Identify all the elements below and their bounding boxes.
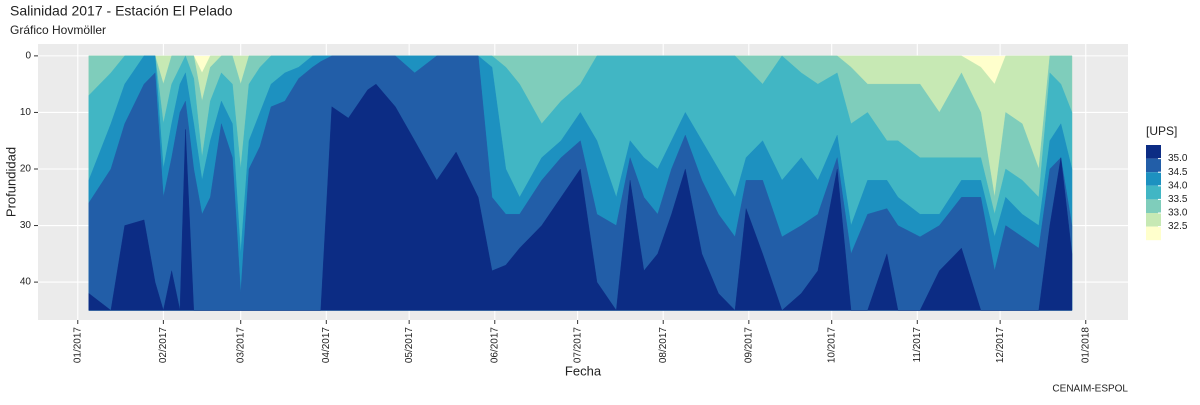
y-tick-label: 40 bbox=[20, 277, 32, 288]
legend-label: 32.5 bbox=[1168, 221, 1188, 232]
caption: CENAIM-ESPOL bbox=[1052, 384, 1128, 395]
y-tick-label: 20 bbox=[20, 164, 32, 175]
legend-key bbox=[1146, 158, 1161, 173]
x-tick-label: 05/2017 bbox=[404, 327, 415, 364]
y-axis-title: Profundidad bbox=[3, 147, 18, 217]
x-tick-label: 12/2017 bbox=[995, 327, 1006, 364]
x-tick-label: 06/2017 bbox=[489, 327, 500, 364]
x-tick-label: 11/2017 bbox=[912, 327, 923, 363]
legend-key bbox=[1146, 185, 1161, 200]
legend-label: 35.0 bbox=[1168, 153, 1188, 164]
y-tick-label: 10 bbox=[20, 107, 32, 118]
x-tick-label: 10/2017 bbox=[826, 327, 837, 364]
legend-label: 34.5 bbox=[1168, 167, 1188, 178]
y-tick-label: 0 bbox=[25, 51, 31, 62]
legend-label: 33.0 bbox=[1168, 208, 1188, 219]
chart-subtitle: Gráfico Hovmöller bbox=[10, 23, 106, 37]
x-tick-label: 01/2017 bbox=[72, 327, 83, 364]
x-tick-label: 08/2017 bbox=[658, 327, 669, 364]
legend-label: 33.5 bbox=[1168, 194, 1188, 205]
legend-key bbox=[1146, 226, 1161, 241]
legend-title: [UPS] bbox=[1146, 124, 1177, 138]
x-tick-label: 01/2018 bbox=[1080, 327, 1091, 364]
chart-title: Salinidad 2017 - Estación El Pelado bbox=[10, 3, 233, 19]
legend-key bbox=[1146, 145, 1161, 159]
y-tick-label: 30 bbox=[20, 220, 32, 231]
salinity-band bbox=[88, 83, 1073, 311]
x-tick-label: 02/2017 bbox=[158, 327, 169, 364]
legend-label: 34.0 bbox=[1168, 180, 1188, 191]
x-axis-title: Fecha bbox=[565, 363, 602, 378]
x-tick-label: 09/2017 bbox=[743, 327, 754, 364]
legend-key bbox=[1146, 213, 1161, 227]
x-tick-label: 04/2017 bbox=[321, 327, 332, 364]
x-tick-label: 07/2017 bbox=[572, 327, 583, 364]
legend-key bbox=[1146, 199, 1161, 213]
x-tick-label: 03/2017 bbox=[235, 327, 246, 364]
legend-key bbox=[1146, 172, 1161, 186]
